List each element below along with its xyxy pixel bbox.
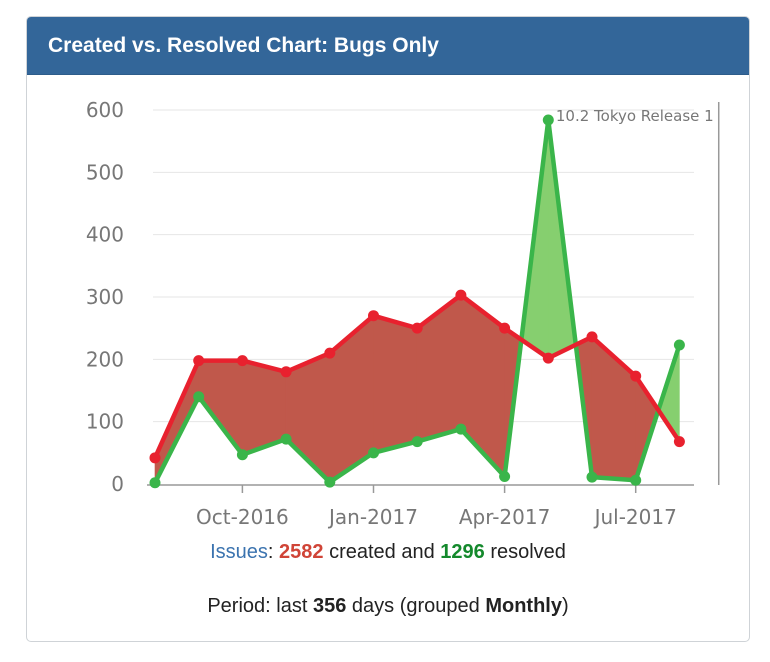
y-tick-label: 400: [86, 223, 124, 247]
created-excess-area: [416, 294, 462, 442]
y-tick-label: 600: [86, 98, 124, 122]
gadget-title: Created vs. Resolved Chart: Bugs Only: [27, 17, 749, 75]
resolved-point: [149, 477, 161, 489]
y-tick-label: 0: [111, 472, 124, 496]
created-point: [280, 366, 292, 378]
period-grouping: Monthly: [485, 595, 562, 617]
created-point: [499, 322, 511, 334]
created-point: [193, 355, 205, 367]
issues-summary: Issues: 2582 created and 1296 resolved: [27, 541, 749, 564]
resolved-text: resolved: [490, 541, 566, 563]
y-tick-label: 100: [86, 410, 124, 434]
resolved-point: [499, 471, 511, 483]
created-point: [455, 289, 467, 301]
resolved-point: [280, 433, 292, 445]
y-tick-label: 500: [86, 160, 124, 184]
created-text: created and: [329, 541, 435, 563]
x-tick-label: Jul-2017: [593, 505, 677, 529]
issues-colon: :: [267, 541, 274, 563]
chart-gadget-panel: Created vs. Resolved Chart: Bugs Only 0 1…: [26, 16, 750, 642]
resolved-point: [630, 474, 642, 486]
created-point: [411, 322, 423, 334]
created-point: [586, 331, 598, 343]
resolved-point: [673, 339, 685, 351]
resolved-point: [411, 436, 423, 448]
y-tick-label: 200: [86, 347, 124, 371]
issues-link[interactable]: Issues: [210, 541, 268, 563]
resolved-point: [455, 423, 467, 435]
period-summary: Period: last 356 days (grouped Monthly): [27, 595, 749, 618]
period-suffix: ): [561, 595, 569, 617]
created-point: [368, 310, 379, 322]
x-tick-label: Oct-2016: [196, 505, 289, 529]
y-tick-label: 300: [86, 285, 124, 309]
created-point: [542, 352, 554, 364]
chart-area: 0 100 200 300 400 500 600 Oct-2016 Jan-2017 Apr-2…: [27, 75, 749, 535]
period-days-text: days (grouped: [351, 595, 480, 617]
resolved-point: [368, 447, 379, 459]
period-prefix: Period: last: [207, 595, 308, 617]
resolved-point: [236, 449, 248, 461]
resolved-point: [193, 391, 205, 403]
x-tick-label: Jan-2017: [327, 505, 418, 529]
resolved-point: [324, 476, 336, 488]
resolved-point: [586, 471, 598, 483]
created-point: [149, 452, 161, 464]
created-excess-area: [373, 315, 418, 454]
created-point: [236, 355, 248, 367]
created-count: 2582: [279, 541, 324, 563]
resolved-point: [542, 114, 554, 126]
created-point: [630, 370, 642, 382]
resolved-count: 1296: [440, 541, 485, 563]
created-vs-resolved-chart: 0 100 200 300 400 500 600 Oct-2016 Jan-2017 Apr-2…: [86, 98, 720, 529]
period-days: 356: [312, 595, 347, 617]
created-point: [324, 347, 336, 359]
created-point: [673, 436, 685, 448]
x-tick-label: Apr-2017: [459, 505, 550, 529]
version-marker-label: 10.2 Tokyo Release 1: [556, 107, 714, 125]
